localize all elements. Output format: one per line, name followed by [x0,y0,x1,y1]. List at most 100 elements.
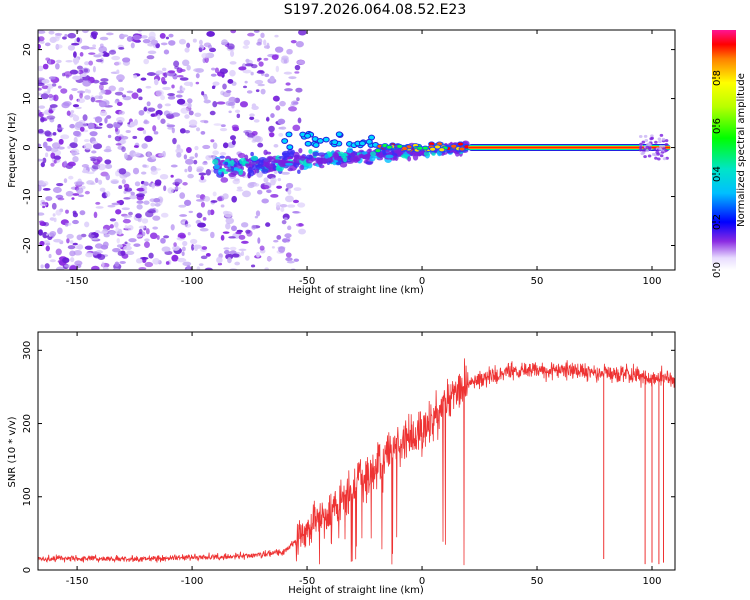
noise-blob [140,171,147,175]
noise-blob [43,181,49,186]
noise-blob [94,243,104,249]
noise-blob [60,134,70,140]
noise-blob [147,50,157,55]
noise-blob [159,173,169,180]
noise-blob [106,115,112,119]
signal-blob [339,161,348,168]
noise-blob [295,87,303,93]
noise-blob [146,72,156,76]
signal-blob [264,163,269,168]
noise-blob [639,142,643,146]
noise-blob [288,76,297,80]
noise-blob [114,261,120,267]
noise-blob [84,190,90,195]
noise-blob [49,217,55,221]
noise-blob [645,149,650,153]
signal-peak [358,140,366,147]
noise-blob [38,105,46,109]
noise-blob [178,204,187,208]
noise-blob [40,93,49,100]
noise-blob [644,139,649,143]
noise-blob [219,68,228,74]
signal-blob [319,157,324,161]
noise-blob [141,143,148,149]
noise-blob [190,238,198,245]
noise-blob [261,184,270,190]
signal-blob [305,158,314,164]
noise-blob [220,234,225,241]
noise-blob [99,43,104,48]
noise-blob [92,251,98,256]
noise-blob [121,146,126,153]
noise-blob [236,186,243,190]
noise-blob [182,240,188,247]
noise-blob [95,229,101,234]
noise-blob [197,222,206,228]
noise-blob [221,39,228,46]
noise-blob [76,234,83,241]
spectrogram-y-axis-title: Frequency (Hz) [7,112,18,188]
noise-blob [123,190,127,194]
noise-blob [217,262,223,266]
noise-blob [99,36,109,41]
noise-blob [103,233,110,238]
noise-blob [270,193,279,198]
noise-blob [220,177,229,183]
noise-blob [211,85,216,90]
chart-title: S197.2026.064.08.52.E23 [284,2,467,18]
noise-blob [73,136,78,144]
noise-blob [164,103,171,107]
noise-blob [219,127,228,132]
noise-blob [49,259,56,263]
colorbar-tick-label: 0.6 [712,118,723,134]
noise-blob [199,119,209,123]
noise-blob [237,152,246,159]
noise-blob [225,90,232,94]
noise-blob [236,113,241,119]
noise-blob [45,242,51,246]
noise-blob [295,40,304,48]
noise-blob [141,218,149,224]
noise-blob [132,152,141,157]
noise-blob [57,146,65,150]
noise-blob [126,90,134,94]
signal-peak [458,146,466,152]
noise-blob [184,47,190,53]
signal-blob [248,169,255,177]
noise-blob [231,140,236,146]
noise-blob [135,258,143,264]
noise-blob [84,88,89,93]
signal-blob [342,152,348,157]
noise-blob [184,130,191,134]
noise-blob [175,94,183,98]
y-tick-label: 0 [22,144,33,150]
noise-blob [650,134,654,138]
noise-blob [79,52,84,57]
noise-blob [242,190,251,198]
x-tick-label: -150 [66,576,89,587]
noise-blob [182,261,192,267]
noise-blob [67,44,76,51]
noise-blob [646,142,650,146]
noise-blob [255,89,260,93]
noise-blob [284,88,293,92]
noise-blob [143,186,148,192]
spectrogram-y-ticks: -20 -10 0 10 20 [22,43,675,254]
noise-blob [191,243,195,251]
noise-blob [280,126,287,130]
noise-blob [97,163,106,171]
noise-blob [212,142,218,150]
noise-blob [95,206,104,209]
signal-blob [225,168,232,172]
noise-blob [134,181,141,187]
noise-blob [203,95,208,101]
noise-blob [38,229,43,236]
noise-blob [88,52,96,55]
signal-blob [349,152,355,157]
noise-blob [230,135,236,141]
signal-blob [346,149,353,153]
noise-blob [38,180,45,186]
noise-blob [255,210,261,217]
noise-blob [141,231,146,237]
snr-x-axis-title: Height of straight line (km) [288,585,424,596]
